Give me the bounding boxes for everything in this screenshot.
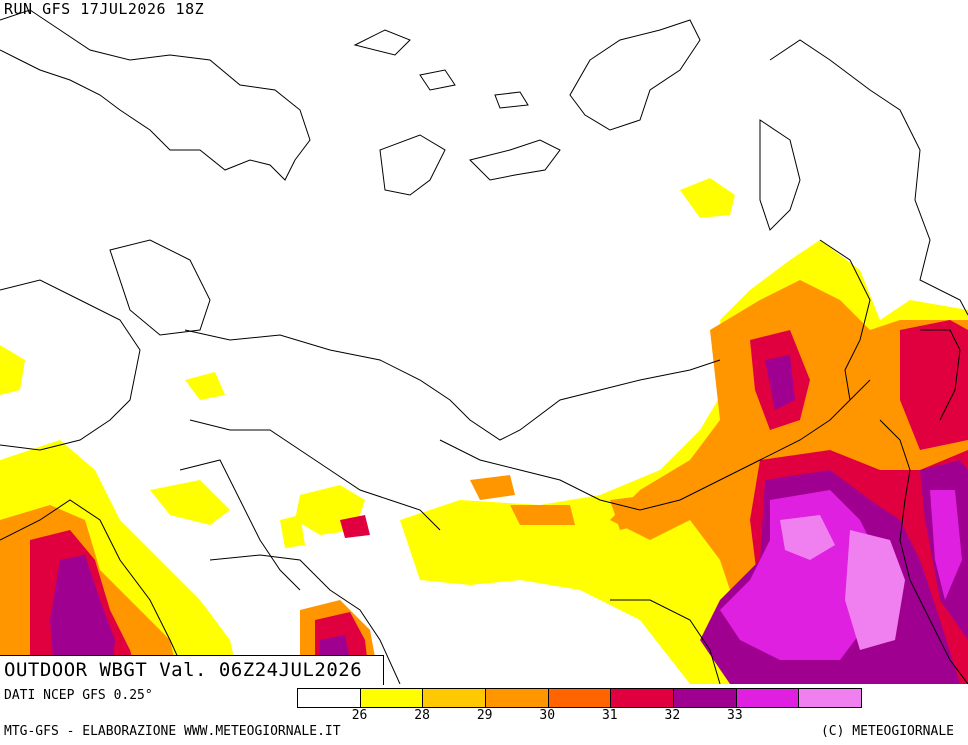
run-label: RUN GFS 17JUL2026 18Z xyxy=(4,0,205,18)
legend-swatch xyxy=(799,689,862,707)
data-source-label: DATI NCEP GFS 0.25° xyxy=(4,688,153,703)
map-outlines xyxy=(0,9,968,684)
legend-label: 26 xyxy=(351,708,368,723)
legend-label: 31 xyxy=(601,708,618,723)
legend-label: 33 xyxy=(727,708,743,723)
legend-label: 29 xyxy=(476,708,493,723)
map-title: OUTDOOR WBGT Val. 06Z24JUL2026 xyxy=(4,659,363,681)
footer-credits: MTG-GFS - ELABORAZIONE WWW.METEOGIORNALE… xyxy=(4,724,341,739)
legend-swatch xyxy=(360,689,424,707)
map-title-box: OUTDOOR WBGT Val. 06Z24JUL2026 xyxy=(0,655,384,685)
legend-labels: 26 28 29 30 31 32 33 xyxy=(297,708,860,723)
legend-swatch xyxy=(423,689,487,707)
legend-swatch xyxy=(611,689,675,707)
legend-swatch xyxy=(298,689,361,707)
legend-swatch xyxy=(548,689,612,707)
legend-label: 30 xyxy=(539,708,556,723)
legend-label: 28 xyxy=(414,708,430,723)
footer-copyright: (C) METEOGIORNALE xyxy=(820,724,954,739)
weather-map xyxy=(0,9,968,684)
wbgt-field-pink xyxy=(780,515,905,650)
legend-swatch xyxy=(674,689,737,707)
legend-swatch xyxy=(736,689,800,707)
legend-swatch xyxy=(486,689,549,707)
wbgt-field-magenta xyxy=(720,490,962,660)
legend-label: 32 xyxy=(664,708,681,723)
color-legend xyxy=(297,688,862,708)
